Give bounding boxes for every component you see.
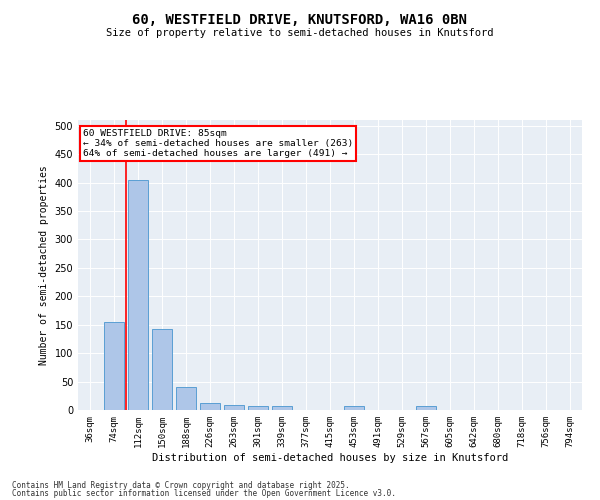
Bar: [224, 405, 244, 410]
Bar: [104, 322, 124, 410]
Bar: [176, 388, 196, 410]
Text: Contains HM Land Registry data © Crown copyright and database right 2025.: Contains HM Land Registry data © Crown c…: [12, 480, 350, 490]
Bar: [344, 406, 364, 410]
Text: 60, WESTFIELD DRIVE, KNUTSFORD, WA16 0BN: 60, WESTFIELD DRIVE, KNUTSFORD, WA16 0BN: [133, 12, 467, 26]
Text: 60 WESTFIELD DRIVE: 85sqm
← 34% of semi-detached houses are smaller (263)
64% of: 60 WESTFIELD DRIVE: 85sqm ← 34% of semi-…: [83, 128, 353, 158]
X-axis label: Distribution of semi-detached houses by size in Knutsford: Distribution of semi-detached houses by …: [152, 452, 508, 462]
Text: Size of property relative to semi-detached houses in Knutsford: Size of property relative to semi-detach…: [106, 28, 494, 38]
Text: Contains public sector information licensed under the Open Government Licence v3: Contains public sector information licen…: [12, 489, 396, 498]
Bar: [200, 403, 220, 410]
Bar: [416, 406, 436, 410]
Bar: [152, 328, 172, 410]
Y-axis label: Number of semi-detached properties: Number of semi-detached properties: [39, 165, 49, 365]
Bar: [248, 406, 268, 410]
Bar: [128, 180, 148, 410]
Bar: [272, 406, 292, 410]
